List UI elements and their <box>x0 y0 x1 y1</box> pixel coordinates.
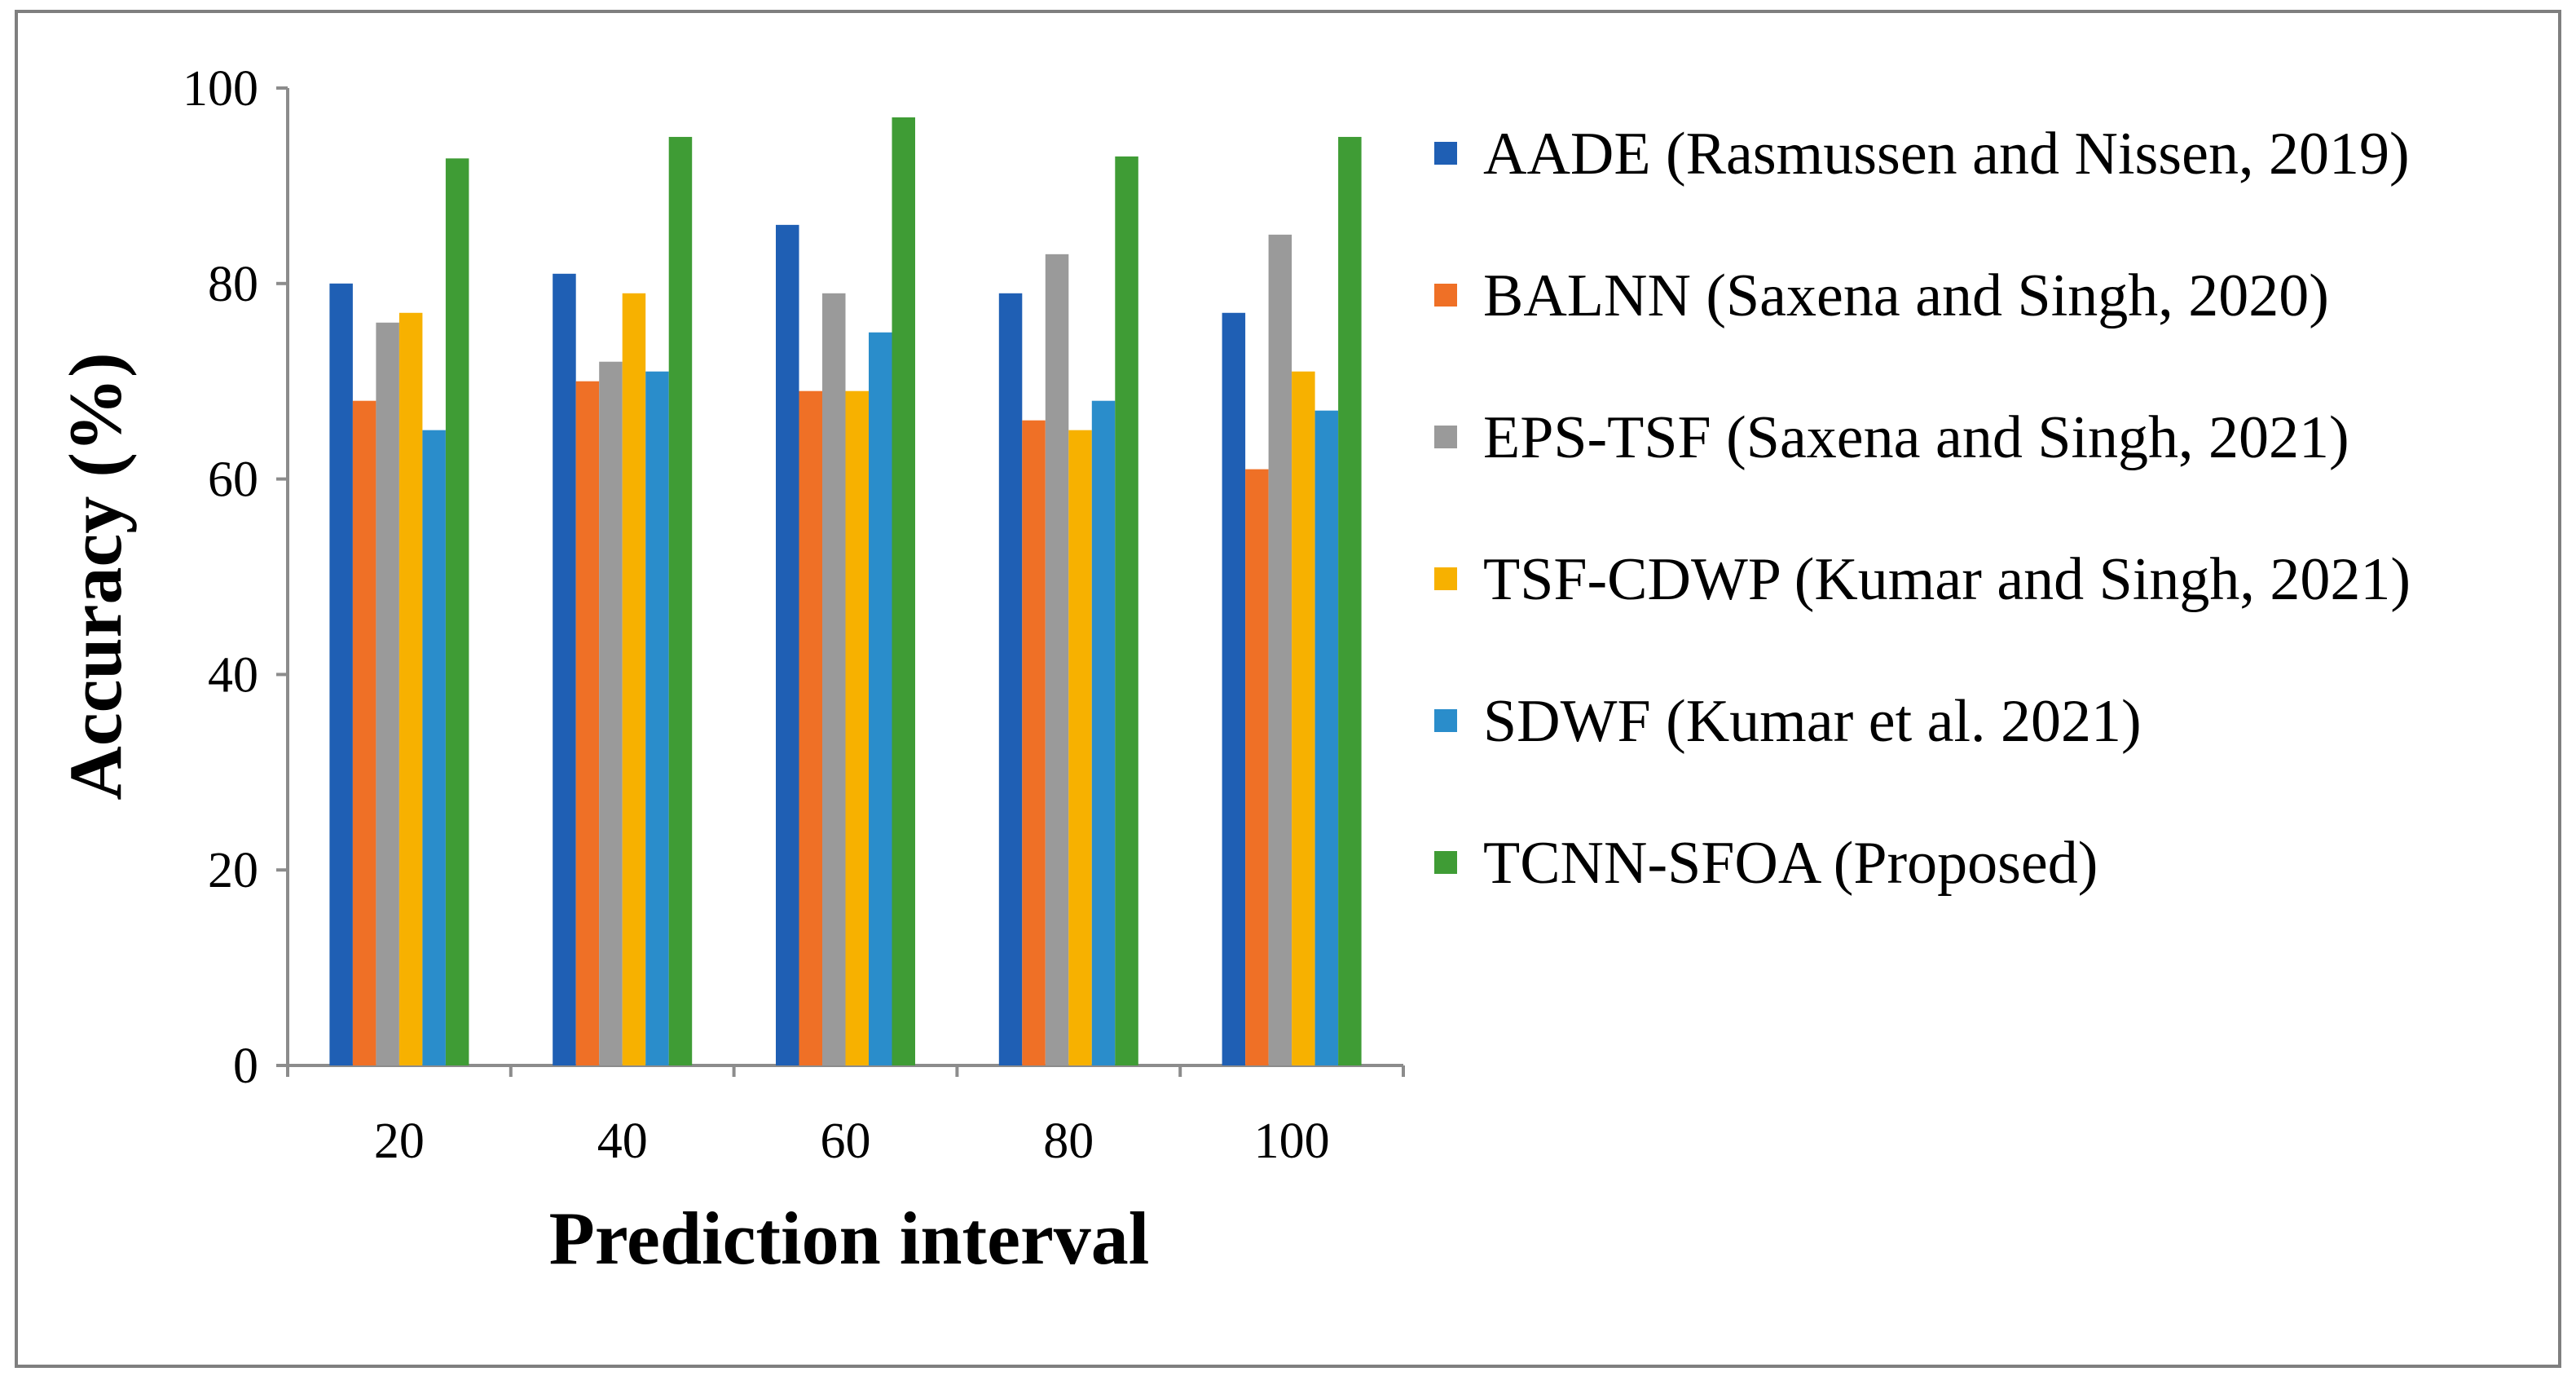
x-axis-title: Prediction interval <box>549 1197 1150 1280</box>
x-tick-label: 20 <box>374 1114 425 1169</box>
bar <box>845 390 869 1065</box>
bar <box>352 400 376 1065</box>
x-tick-label: 40 <box>597 1114 648 1169</box>
bar <box>892 117 915 1066</box>
bar <box>1314 410 1339 1065</box>
legend-item: SDWF (Kumar et al. 2021) <box>1483 688 2142 755</box>
bar <box>869 332 892 1065</box>
bar <box>422 430 446 1065</box>
bar <box>1091 400 1116 1065</box>
x-tick-label: 60 <box>821 1114 871 1169</box>
y-axis-title: Accuracy (%) <box>54 352 137 800</box>
legend-item: TSF-CDWP (Kumar and Singh, 2021) <box>1483 546 2411 613</box>
bar <box>1115 156 1138 1066</box>
legend-item: AADE (Rasmussen and Nissen, 2019) <box>1483 121 2410 187</box>
y-tick-label: 40 <box>208 647 258 703</box>
bar <box>1245 469 1269 1065</box>
y-tick-label: 20 <box>208 843 258 898</box>
bar <box>1292 371 1315 1066</box>
bar <box>329 283 353 1065</box>
legend-item: BALNN (Saxena and Singh, 2020) <box>1483 262 2329 329</box>
bar <box>1268 234 1292 1066</box>
bar <box>1222 312 1246 1065</box>
y-tick-label: 60 <box>208 452 258 508</box>
bar <box>1022 420 1046 1065</box>
bar <box>445 158 469 1065</box>
legend-swatch <box>1434 709 1457 732</box>
legend: AADE (Rasmussen and Nissen, 2019) BALNN (… <box>1434 121 2411 897</box>
bars <box>329 117 1362 1066</box>
legend-swatch <box>1434 426 1457 448</box>
bar <box>645 371 669 1066</box>
bar <box>1045 254 1069 1066</box>
bar <box>1338 136 1362 1066</box>
bar <box>799 390 822 1065</box>
y-axis-ticks: 0 20 40 60 80 100 <box>183 61 288 1094</box>
legend-swatch <box>1434 284 1457 307</box>
bar <box>599 361 623 1066</box>
y-tick-label: 0 <box>233 1039 258 1094</box>
legend-swatch <box>1434 567 1457 590</box>
bar <box>998 293 1023 1065</box>
x-tick-label: 100 <box>1254 1114 1330 1169</box>
y-tick-label: 100 <box>183 61 258 117</box>
legend-swatch <box>1434 851 1457 874</box>
plot-area: 0 20 40 60 80 100 20 40 60 80 100 <box>183 61 1405 1169</box>
bar <box>553 273 576 1065</box>
bar <box>376 322 399 1065</box>
bar <box>575 381 600 1065</box>
legend-item: TCNN-SFOA (Proposed) <box>1483 830 2098 897</box>
bar <box>399 312 423 1065</box>
x-tick-label: 80 <box>1043 1114 1094 1169</box>
bar <box>668 136 693 1066</box>
bar <box>776 224 799 1065</box>
bar <box>822 293 846 1065</box>
x-axis-ticks: 20 40 60 80 100 <box>286 1065 1405 1169</box>
y-tick-label: 80 <box>208 257 258 312</box>
bar <box>1068 430 1092 1065</box>
legend-swatch <box>1434 142 1457 165</box>
bar <box>622 293 646 1065</box>
legend-item: EPS-TSF (Saxena and Singh, 2021) <box>1483 404 2349 471</box>
